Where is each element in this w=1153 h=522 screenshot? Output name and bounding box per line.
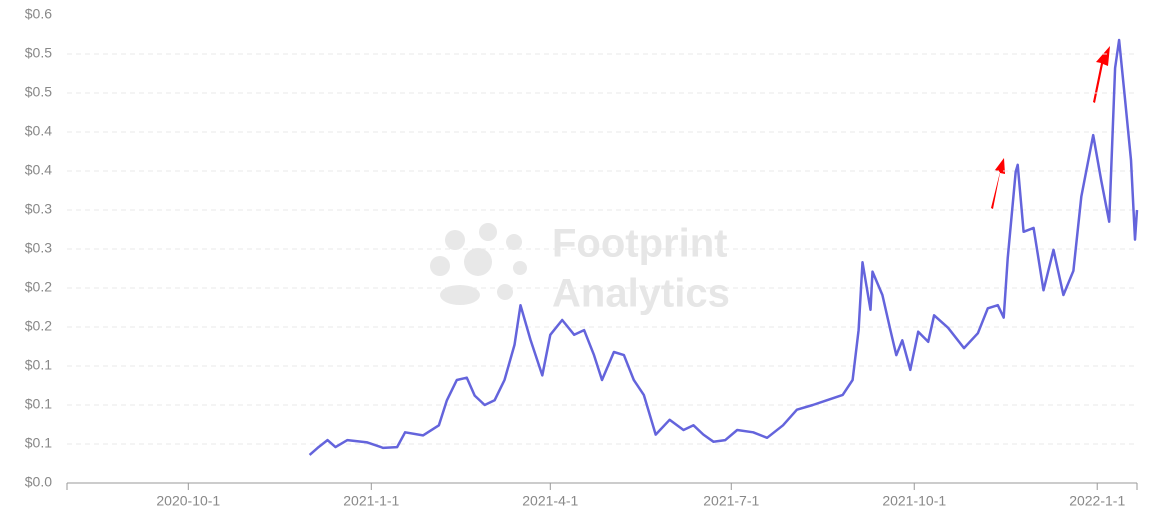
y-tick-label: $0.4 [25,162,52,178]
x-tick-label: 2021-4-1 [522,493,578,509]
y-tick-label: $0.5 [25,45,52,61]
y-tick-label: $0.2 [25,279,52,295]
x-tick-label: 2021-10-1 [882,493,946,509]
watermark-text: Footprint [552,222,728,266]
x-tick-label: 2022-1-1 [1069,493,1125,509]
watermark-text: Analytics [552,272,730,316]
y-tick-label: $0.1 [25,357,52,373]
x-tick-label: 2021-1-1 [343,493,399,509]
y-tick-label: $0.1 [25,435,52,451]
arrow [991,158,1005,209]
y-tick-label: $0.6 [25,6,52,22]
annotation-arrows [991,46,1110,209]
watermark: Footprint Analytics [430,222,730,316]
watermark-logo [430,223,527,305]
y-tick-label: $0.3 [25,240,52,256]
y-tick-label: $0.2 [25,318,52,334]
y-tick-label: $0.0 [25,474,52,490]
price-line [308,38,1139,456]
y-tick-label: $0.5 [25,84,52,100]
x-tick-label: 2021-7-1 [703,493,759,509]
y-tick-label: $0.4 [25,123,52,139]
y-tick-label: $0.3 [25,201,52,217]
y-tick-label: $0.1 [25,396,52,412]
arrow [1093,46,1110,103]
x-tick-label: 2020-10-1 [156,493,220,509]
